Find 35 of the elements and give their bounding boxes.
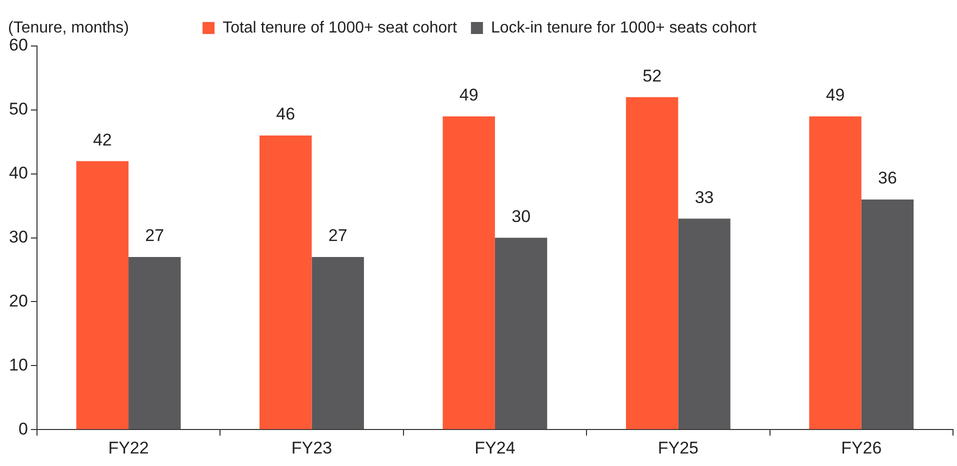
data-label: 49 bbox=[459, 86, 478, 105]
bar bbox=[128, 256, 181, 430]
data-label: 27 bbox=[145, 226, 164, 246]
y-axis-title: (Tenure, months) bbox=[8, 19, 129, 36]
bar bbox=[494, 238, 548, 430]
legend-label: Total tenure of 1000+ seat cohort bbox=[222, 19, 458, 36]
data-label: 30 bbox=[512, 206, 531, 226]
bar bbox=[861, 199, 914, 430]
x-tick-label: FY25 bbox=[658, 438, 698, 458]
x-tick-label: FY24 bbox=[474, 438, 516, 458]
x-tick-label: FY23 bbox=[291, 438, 332, 458]
legend-label: Lock-in tenure for 1000+ seats cohort bbox=[490, 19, 757, 36]
data-label: 42 bbox=[92, 130, 112, 150]
data-label: 49 bbox=[826, 86, 845, 105]
bar bbox=[809, 116, 862, 430]
data-label: 27 bbox=[328, 226, 348, 246]
data-label: 52 bbox=[642, 66, 662, 86]
y-tick-label: 60 bbox=[8, 36, 28, 55]
bar bbox=[312, 256, 364, 430]
y-tick-label: 0 bbox=[18, 419, 28, 438]
bar bbox=[442, 116, 495, 430]
bar bbox=[678, 218, 730, 430]
y-tick-label: 30 bbox=[8, 227, 28, 246]
x-tick-label: FY22 bbox=[108, 438, 149, 458]
data-label: 46 bbox=[276, 104, 296, 124]
y-tick-label: 50 bbox=[8, 100, 28, 119]
data-label: 33 bbox=[694, 188, 714, 207]
y-tick-label: 20 bbox=[8, 291, 28, 310]
bar bbox=[260, 136, 312, 430]
y-tick-label: 10 bbox=[8, 355, 28, 374]
data-label: 36 bbox=[878, 168, 897, 188]
bar bbox=[626, 97, 678, 430]
x-tick-label: FY26 bbox=[841, 438, 882, 458]
y-tick-label: 40 bbox=[8, 164, 28, 183]
bar bbox=[76, 161, 129, 430]
